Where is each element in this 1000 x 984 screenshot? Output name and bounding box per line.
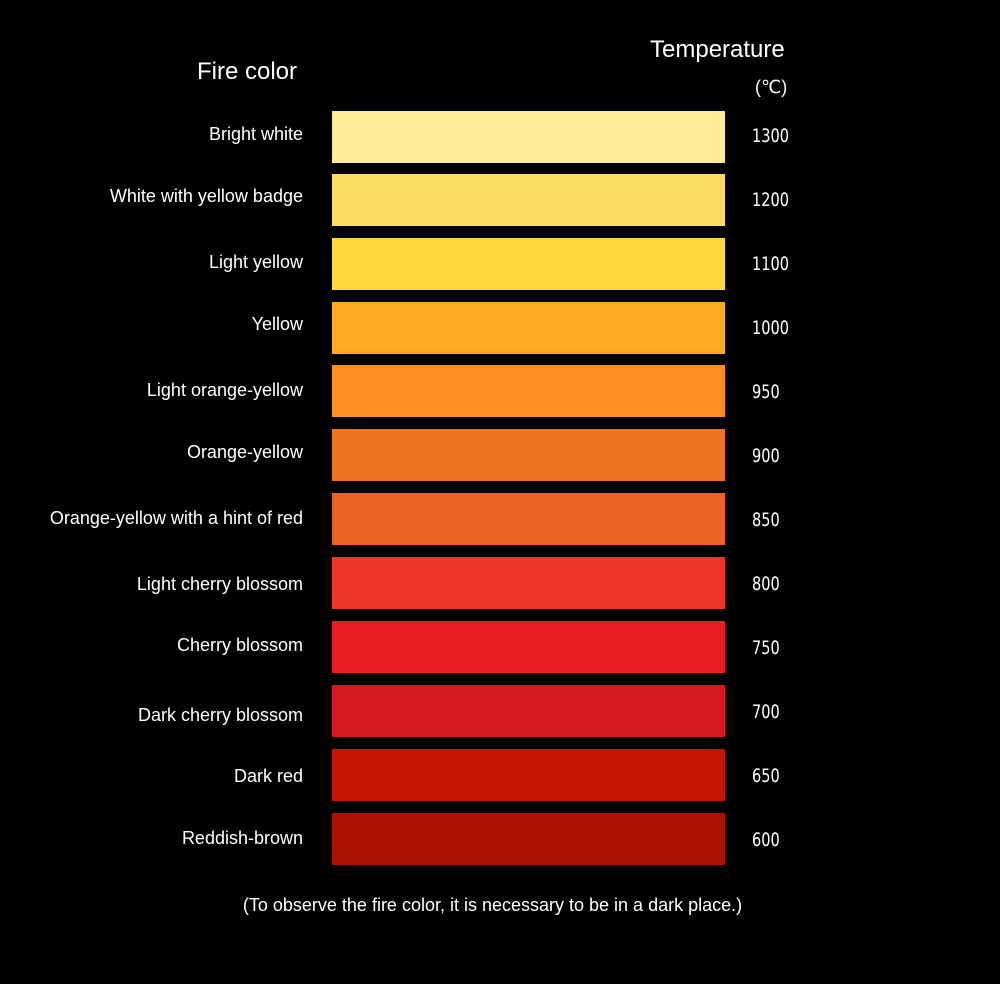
fire-color-label: Cherry blossom xyxy=(176,635,303,655)
fire-color-label: Orange-yellow xyxy=(186,442,303,462)
fire-color-swatch xyxy=(332,429,725,481)
temperature-value: 1000 xyxy=(752,317,789,339)
fire-color-swatch xyxy=(332,493,725,545)
temperature-value: 800 xyxy=(752,573,780,595)
fire-color-label: Bright white xyxy=(208,124,303,144)
temperature-value: 600 xyxy=(752,829,780,851)
fire-color-swatch xyxy=(332,365,725,417)
fire-color-label: Light cherry blossom xyxy=(136,574,303,594)
fire-color-label: Light orange-yellow xyxy=(146,380,303,400)
fire-color-label: Orange-yellow with a hint of red xyxy=(49,508,303,528)
temperature-unit: (℃) xyxy=(755,77,788,97)
temperature-value: 950 xyxy=(752,381,780,403)
fire-color-swatch xyxy=(332,174,725,226)
temperature-value: 1300 xyxy=(752,125,789,147)
fire-color-swatch xyxy=(332,685,725,737)
footnote: (To observe the fire color, it is necess… xyxy=(242,895,743,915)
fire-color-swatch xyxy=(332,621,725,673)
fire-color-label: Dark cherry blossom xyxy=(137,705,303,725)
temperature-value: 900 xyxy=(752,445,780,467)
temperature-value: 1200 xyxy=(752,189,789,211)
fire-color-swatch xyxy=(332,302,725,354)
temperature-value: 1100 xyxy=(752,253,789,275)
fire-color-label: Reddish-brown xyxy=(181,828,303,848)
fire-color-swatch xyxy=(332,111,725,163)
temperature-value: 850 xyxy=(752,509,780,531)
fire-color-swatch xyxy=(332,557,725,609)
fire-color-swatch xyxy=(332,813,725,865)
fire-color-label: White with yellow badge xyxy=(109,186,303,206)
temperature-value: 650 xyxy=(752,765,780,787)
fire-color-label: Light yellow xyxy=(208,252,303,272)
fire-color-label: Yellow xyxy=(251,314,303,334)
fire-color-swatch xyxy=(332,749,725,801)
fire-color-label: Dark red xyxy=(233,766,303,786)
fire-color-swatch xyxy=(332,238,725,290)
temperature-header: Temperature xyxy=(650,36,785,63)
temperature-value: 750 xyxy=(752,637,780,659)
temperature-value: 700 xyxy=(752,701,780,723)
fire-color-header: Fire color xyxy=(197,58,298,85)
